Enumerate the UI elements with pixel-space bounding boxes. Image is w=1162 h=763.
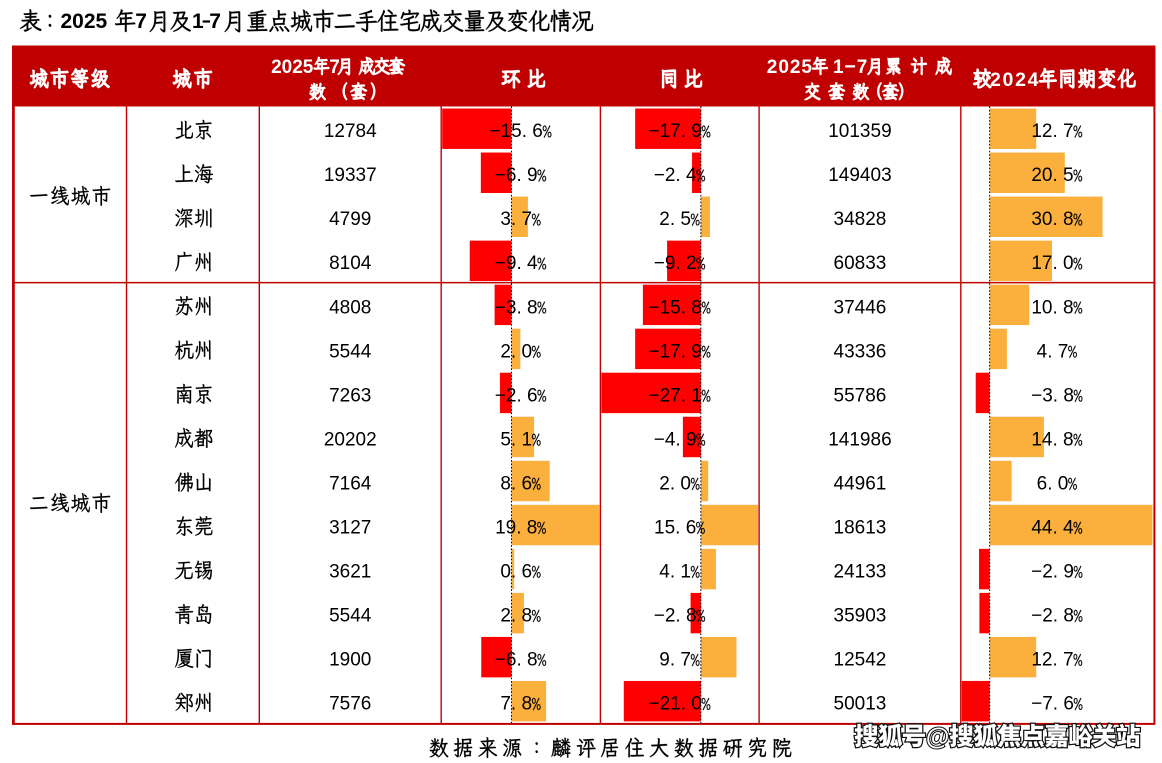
- svg-text:7: 7: [329, 57, 340, 78]
- svg-text:3621: 3621: [329, 561, 371, 582]
- svg-text:−9. 2: −9. 2: [654, 253, 697, 274]
- svg-text:6. 0: 6. 0: [1037, 473, 1069, 494]
- svg-text:44961: 44961: [834, 473, 887, 494]
- svg-text:−15. 6: −15. 6: [490, 121, 543, 142]
- svg-text:60833: 60833: [834, 253, 887, 274]
- svg-text:43336: 43336: [834, 341, 887, 362]
- svg-text:−2. 8: −2. 8: [654, 606, 697, 627]
- svg-text:−2. 4: −2. 4: [654, 165, 697, 186]
- svg-text:−: −: [844, 56, 856, 78]
- svg-text:44. 4: 44. 4: [1031, 517, 1074, 538]
- svg-text:2. 8: 2. 8: [500, 606, 532, 627]
- svg-text:101359: 101359: [828, 121, 891, 142]
- svg-text:1: 1: [192, 10, 204, 33]
- svg-text:0. 6: 0. 6: [500, 561, 532, 582]
- svg-text:7. 8: 7. 8: [500, 694, 532, 715]
- svg-text:4. 1: 4. 1: [659, 561, 691, 582]
- svg-text:2024: 2024: [990, 69, 1040, 91]
- svg-text:14. 8: 14. 8: [1031, 429, 1073, 450]
- svg-text:−2. 8: −2. 8: [1031, 606, 1074, 627]
- svg-text:20202: 20202: [324, 429, 377, 450]
- svg-text:20. 5: 20. 5: [1031, 165, 1073, 186]
- svg-text:3. 7: 3. 7: [500, 209, 532, 230]
- svg-text:−2. 9: −2. 9: [1031, 561, 1074, 582]
- svg-text:4799: 4799: [329, 209, 371, 230]
- svg-text:@: @: [926, 724, 949, 751]
- svg-text:8. 6: 8. 6: [500, 473, 532, 494]
- svg-text:−9. 4: −9. 4: [495, 253, 538, 274]
- svg-text:35903: 35903: [834, 606, 887, 627]
- svg-text:19337: 19337: [324, 165, 377, 186]
- svg-text:−3. 8: −3. 8: [495, 297, 538, 318]
- svg-text:−7. 6: −7. 6: [1031, 694, 1074, 715]
- svg-text:−15. 8: −15. 8: [648, 297, 701, 318]
- svg-text:5544: 5544: [329, 341, 372, 362]
- svg-text:2. 5: 2. 5: [659, 209, 691, 230]
- svg-text:18613: 18613: [834, 517, 887, 538]
- svg-text:9. 7: 9. 7: [659, 650, 691, 671]
- svg-text:50013: 50013: [834, 694, 887, 715]
- svg-text:10. 8: 10. 8: [1031, 297, 1073, 318]
- svg-text:30. 8: 30. 8: [1031, 209, 1073, 230]
- svg-text:−4. 9: −4. 9: [654, 429, 697, 450]
- svg-text:149403: 149403: [828, 165, 891, 186]
- svg-text:37446: 37446: [834, 297, 887, 318]
- svg-text:12. 7: 12. 7: [1031, 650, 1073, 671]
- svg-text:−21. 0: −21. 0: [648, 694, 701, 715]
- svg-text:34828: 34828: [834, 209, 887, 230]
- svg-text:2025: 2025: [271, 57, 314, 78]
- svg-text:−6. 9: −6. 9: [495, 165, 538, 186]
- svg-text:19. 8: 19. 8: [495, 517, 537, 538]
- svg-text:−17. 9: −17. 9: [648, 121, 701, 142]
- svg-text:5. 1: 5. 1: [500, 429, 532, 450]
- svg-text:8104: 8104: [329, 253, 372, 274]
- svg-text:2. 0: 2. 0: [659, 473, 691, 494]
- svg-text:−27. 1: −27. 1: [648, 385, 701, 406]
- svg-text:7263: 7263: [329, 385, 371, 406]
- svg-text:55786: 55786: [834, 385, 887, 406]
- svg-text:4. 7: 4. 7: [1037, 341, 1069, 362]
- svg-text:2025: 2025: [767, 57, 813, 78]
- svg-text:−6. 8: −6. 8: [495, 650, 538, 671]
- svg-text:4808: 4808: [329, 297, 371, 318]
- svg-text:7576: 7576: [329, 694, 371, 715]
- svg-text:−17. 9: −17. 9: [648, 341, 701, 362]
- svg-text:1: 1: [833, 57, 844, 78]
- svg-text:7164: 7164: [329, 473, 372, 494]
- svg-text:−2. 6: −2. 6: [495, 385, 538, 406]
- svg-text:15. 6: 15. 6: [654, 517, 696, 538]
- svg-text:1900: 1900: [329, 650, 371, 671]
- svg-text:7: 7: [857, 57, 868, 78]
- svg-text:−3. 8: −3. 8: [1031, 385, 1074, 406]
- svg-text:2025: 2025: [61, 10, 108, 33]
- svg-text:141986: 141986: [828, 429, 891, 450]
- svg-text:7: 7: [209, 10, 221, 33]
- svg-text:12. 7: 12. 7: [1031, 121, 1073, 142]
- svg-text:17. 0: 17. 0: [1031, 253, 1073, 274]
- svg-text:24133: 24133: [834, 561, 887, 582]
- svg-text:12784: 12784: [324, 121, 377, 142]
- svg-text:3127: 3127: [329, 517, 371, 538]
- svg-text:2. 0: 2. 0: [500, 341, 532, 362]
- svg-text:7: 7: [135, 10, 147, 33]
- svg-text:5544: 5544: [329, 606, 372, 627]
- svg-text:12542: 12542: [834, 650, 887, 671]
